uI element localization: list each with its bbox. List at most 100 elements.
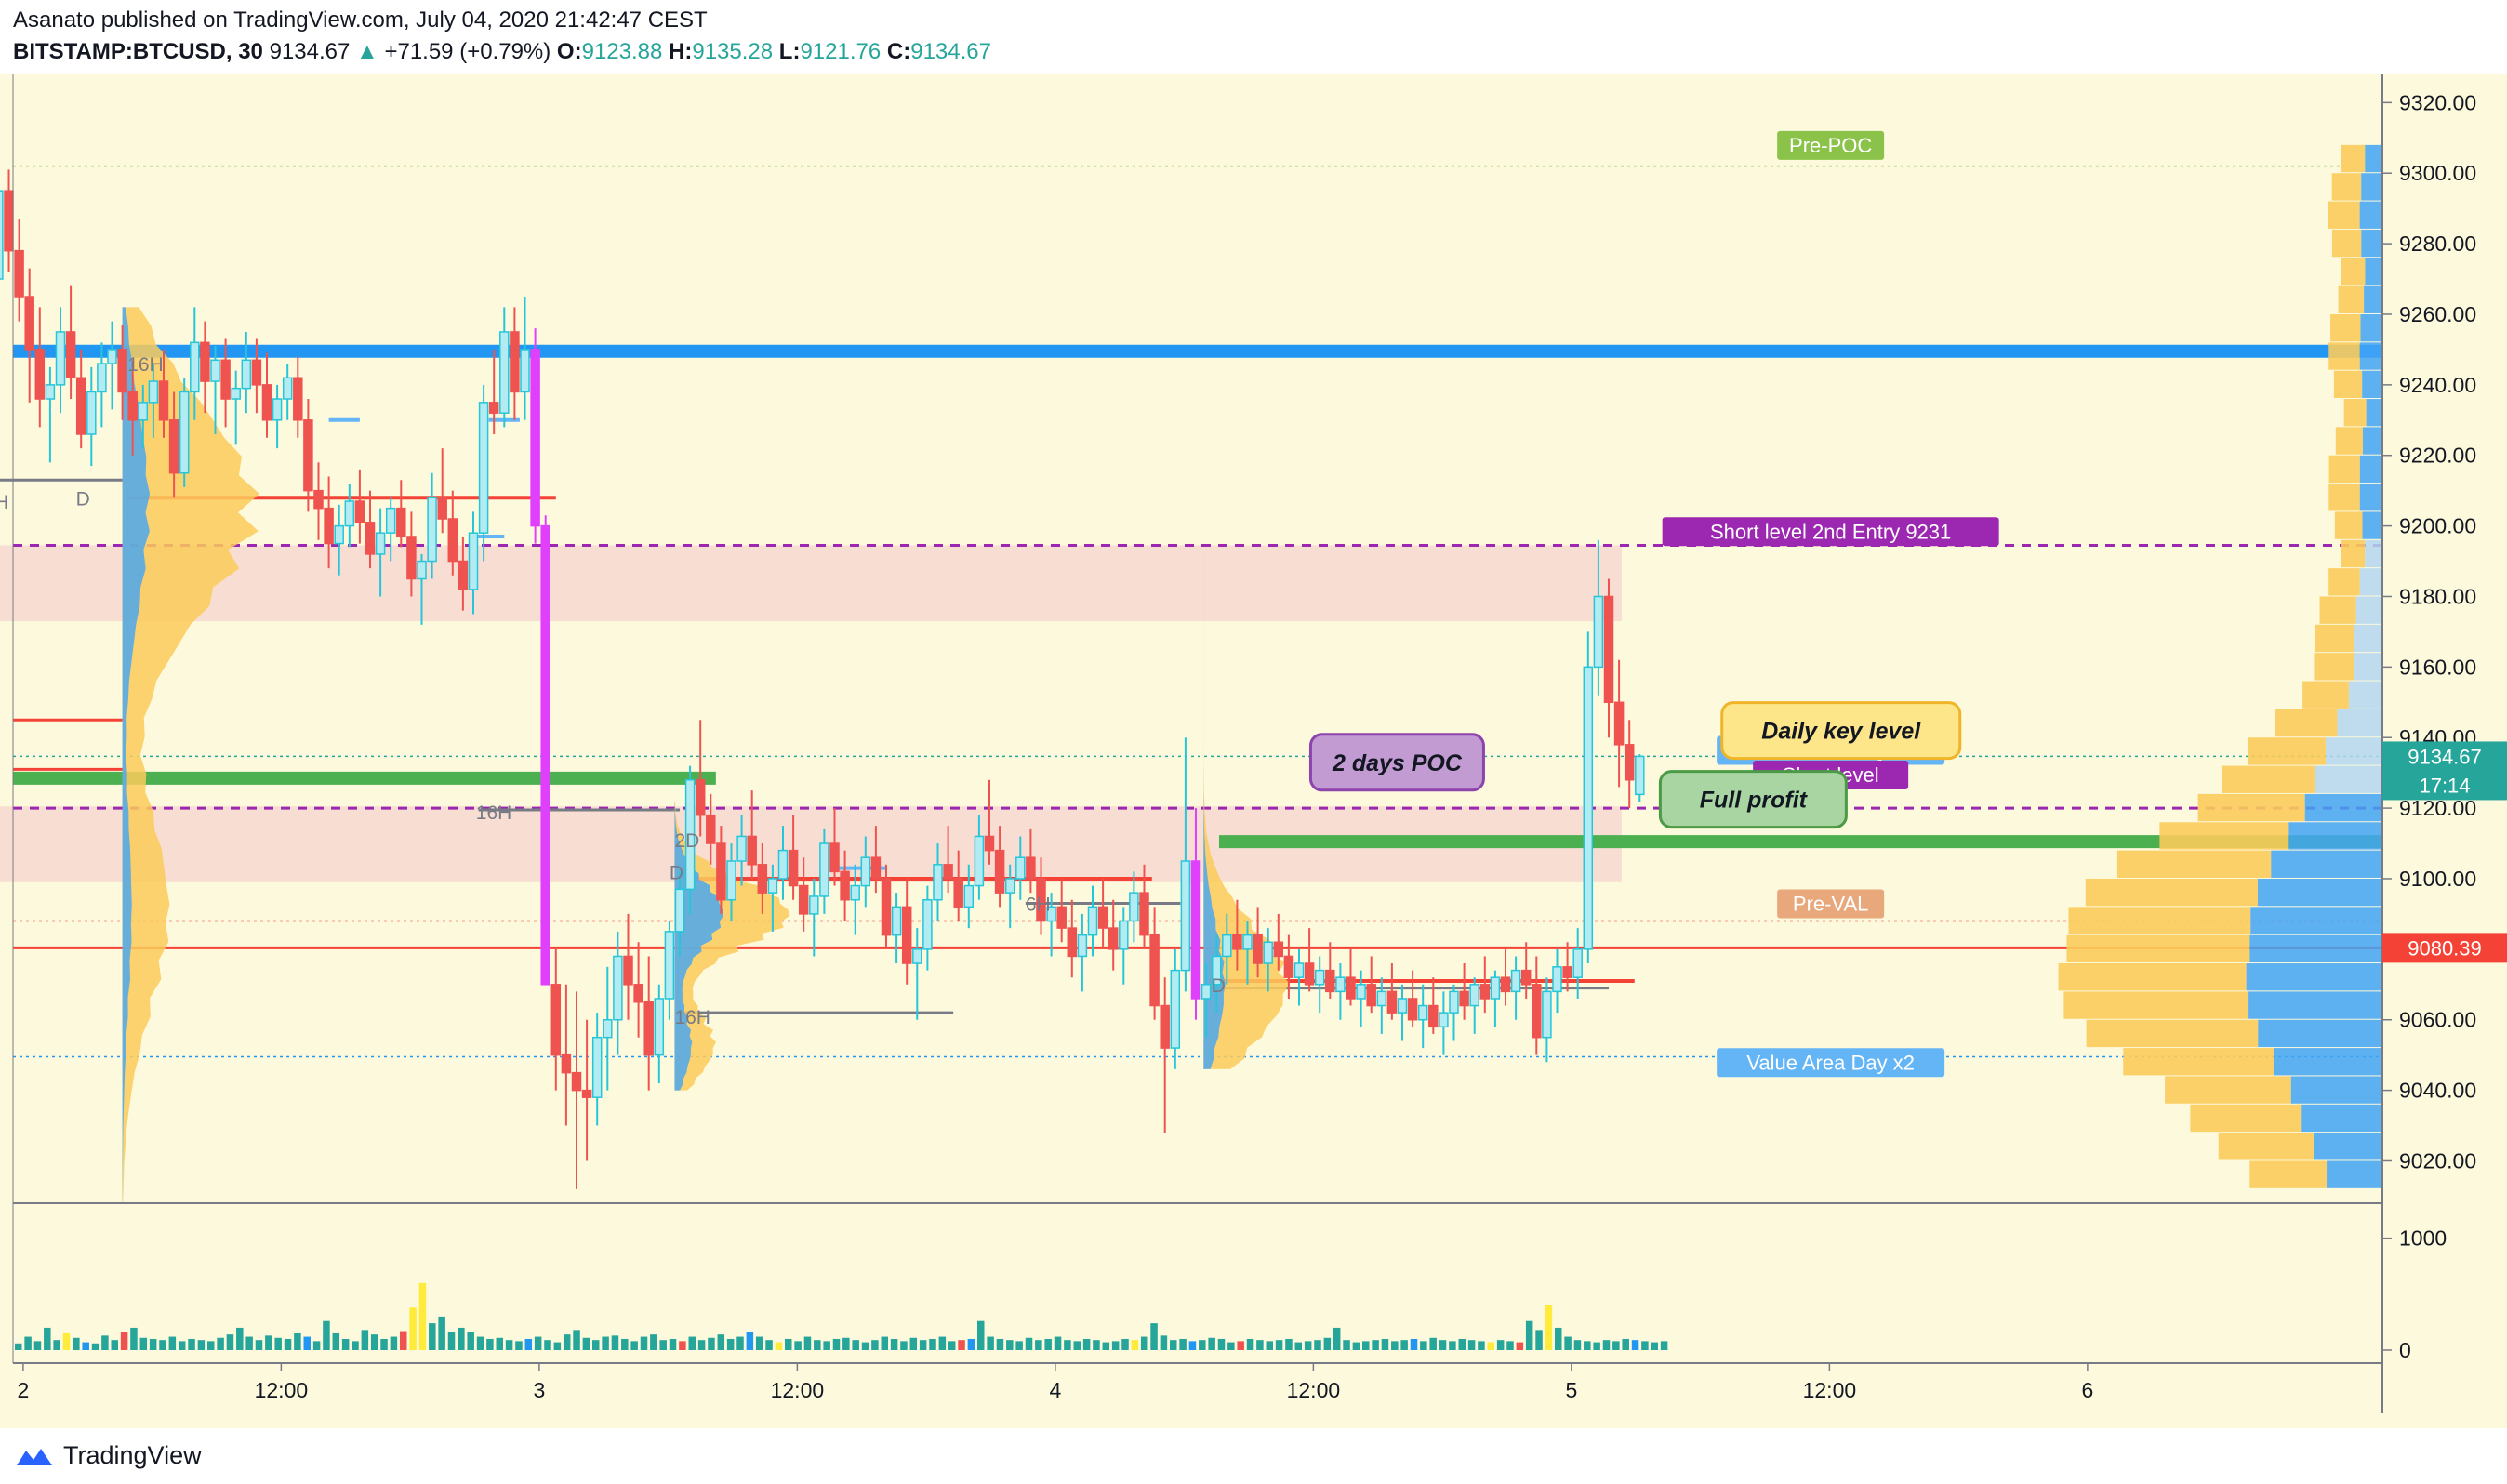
candle[interactable] <box>1263 928 1273 992</box>
candle[interactable] <box>1366 956 1376 1014</box>
candle[interactable] <box>396 480 406 548</box>
candle[interactable] <box>1026 828 1036 894</box>
candle[interactable] <box>1449 984 1459 1041</box>
candle[interactable] <box>1386 963 1398 1020</box>
candle[interactable] <box>654 984 665 1084</box>
candle[interactable] <box>777 826 789 900</box>
candle[interactable] <box>1067 899 1078 978</box>
candle[interactable] <box>1139 864 1149 949</box>
candle[interactable] <box>1500 948 1511 1006</box>
candle[interactable] <box>1190 808 1201 1020</box>
candle[interactable] <box>1397 984 1408 1041</box>
candle[interactable] <box>613 931 623 1055</box>
candle[interactable] <box>127 360 138 456</box>
candle[interactable] <box>14 219 24 322</box>
candle[interactable] <box>633 942 643 1038</box>
candle[interactable] <box>1004 864 1015 929</box>
candle[interactable] <box>1376 977 1387 1034</box>
candle[interactable] <box>1170 948 1181 1069</box>
candle[interactable] <box>334 504 344 576</box>
candle[interactable] <box>45 366 56 463</box>
candle[interactable] <box>241 331 252 414</box>
candle[interactable] <box>324 476 334 569</box>
candle[interactable] <box>1211 934 1222 1014</box>
candle[interactable] <box>406 511 417 597</box>
candle[interactable] <box>1532 956 1542 1055</box>
candle[interactable] <box>365 490 376 569</box>
candle[interactable] <box>303 399 313 512</box>
candle[interactable] <box>282 364 293 420</box>
candle[interactable] <box>478 384 489 562</box>
candle[interactable] <box>1562 942 1572 992</box>
candle[interactable] <box>1314 956 1325 1014</box>
candle[interactable] <box>860 836 871 908</box>
candle[interactable] <box>1108 899 1119 971</box>
candle[interactable] <box>179 378 190 487</box>
candle[interactable] <box>716 826 726 914</box>
candle[interactable] <box>117 325 127 420</box>
candle[interactable] <box>1593 539 1604 696</box>
candle[interactable] <box>520 297 530 420</box>
candle[interactable] <box>1325 942 1335 999</box>
candle[interactable] <box>623 913 633 1020</box>
candle[interactable] <box>1572 928 1583 999</box>
candle[interactable] <box>736 815 747 886</box>
candle[interactable] <box>912 928 922 1020</box>
candle[interactable] <box>354 469 365 544</box>
candle[interactable] <box>1490 970 1501 1027</box>
candle[interactable] <box>488 349 499 434</box>
candle[interactable] <box>1479 956 1491 1014</box>
candle[interactable] <box>427 472 437 579</box>
candle[interactable] <box>1180 737 1191 992</box>
candle[interactable] <box>571 991 582 1189</box>
candle[interactable] <box>86 366 97 467</box>
candle[interactable] <box>458 536 469 611</box>
candle[interactable] <box>34 307 46 428</box>
candle[interactable] <box>726 843 736 921</box>
candle[interactable] <box>1222 913 1232 985</box>
candle[interactable] <box>974 815 985 900</box>
candle[interactable] <box>643 956 654 1091</box>
candle[interactable] <box>550 948 562 1091</box>
candle[interactable] <box>788 815 799 900</box>
candle[interactable] <box>1087 885 1098 957</box>
candle[interactable] <box>984 779 995 865</box>
candle[interactable] <box>819 828 829 914</box>
candle[interactable] <box>1603 578 1614 738</box>
candle[interactable] <box>210 346 220 434</box>
candle[interactable] <box>891 893 902 964</box>
candle[interactable] <box>272 384 283 449</box>
candle[interactable] <box>200 321 210 414</box>
candle[interactable] <box>561 984 572 1126</box>
candle[interactable] <box>1232 899 1242 971</box>
candle[interactable] <box>158 349 169 438</box>
candle[interactable] <box>870 826 882 894</box>
candle[interactable] <box>1439 991 1449 1055</box>
candle[interactable] <box>190 307 200 420</box>
candle[interactable] <box>963 864 975 929</box>
candle[interactable] <box>1129 871 1139 943</box>
candle[interactable] <box>447 490 458 576</box>
candle[interactable] <box>540 515 550 986</box>
candle[interactable] <box>1542 977 1552 1063</box>
candle[interactable] <box>664 921 675 1020</box>
candle[interactable] <box>417 553 427 625</box>
candle[interactable] <box>1428 977 1439 1034</box>
candle[interactable] <box>1253 907 1263 978</box>
candle[interactable] <box>1624 720 1635 809</box>
candle[interactable] <box>499 307 510 428</box>
candle[interactable] <box>293 356 303 438</box>
candle[interactable] <box>1635 754 1645 802</box>
candle[interactable] <box>591 1013 603 1126</box>
candle[interactable] <box>97 342 107 428</box>
candle[interactable] <box>933 843 943 921</box>
candle[interactable] <box>1273 913 1284 971</box>
candle[interactable] <box>1613 659 1625 788</box>
candle[interactable] <box>798 857 809 932</box>
candle[interactable] <box>220 338 231 428</box>
tradingview-brand[interactable]: TradingView <box>13 1441 202 1470</box>
candle[interactable] <box>757 843 768 914</box>
candle[interactable] <box>24 268 34 403</box>
candle[interactable] <box>706 793 716 865</box>
candle[interactable] <box>1160 977 1170 1133</box>
